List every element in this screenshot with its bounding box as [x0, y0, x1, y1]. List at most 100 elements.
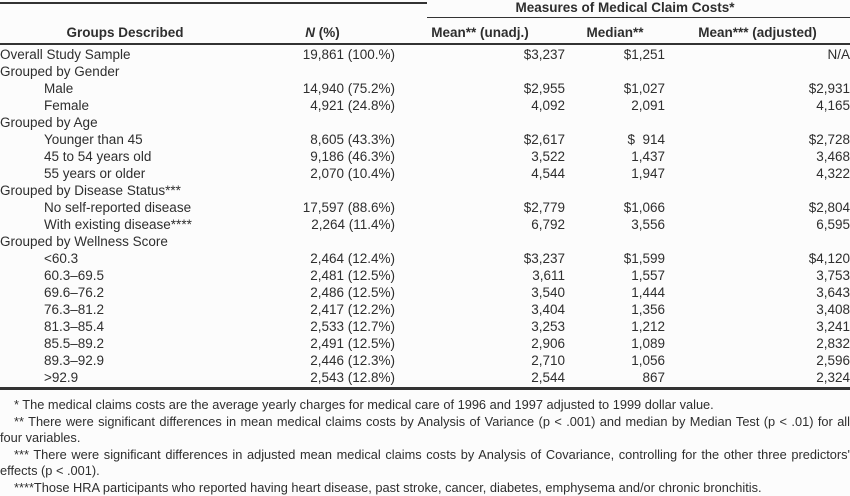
table-row: No self-reported disease 17,597 (88.6%) … — [0, 199, 850, 216]
mean-adjusted-value: 6,595 — [816, 217, 850, 232]
group-label: With existing disease**** — [44, 217, 192, 232]
mean-adjusted-value — [665, 233, 850, 250]
mean-unadjusted-value: 4,544 — [531, 166, 565, 181]
column-header-row: Groups Described N (%) Mean** (unadj.) M… — [0, 25, 850, 41]
median-value: 1,056 — [631, 353, 665, 368]
mean-adjusted-value: 3,643 — [816, 285, 850, 300]
mean-unadjusted-value: $3,237 — [523, 251, 565, 266]
table-row: 89.3–92.9 2,446 (12.3%) 2,710 1,056 2,59… — [0, 352, 850, 369]
group-label: 55 years or older — [44, 166, 146, 181]
mean-adjusted-value: N/A — [827, 47, 850, 62]
table-row: Overall Study Sample 19,861 (100.%) $3,2… — [0, 46, 850, 63]
table-row: 76.3–81.2 2,417 (12.2%) 3,404 1,356 3,40… — [0, 301, 850, 318]
mean-adjusted-value: 4,322 — [816, 166, 850, 181]
group-label: 69.6–76.2 — [44, 285, 105, 300]
median-value: 1,444 — [631, 285, 665, 300]
n-percent-value: 2,464 (12.4%) — [310, 251, 395, 266]
mean-unadjusted-value: 3,522 — [531, 149, 565, 164]
mean-unadjusted-value: 6,792 — [531, 217, 565, 232]
median-value: $1,599 — [623, 251, 665, 266]
mean-unadjusted-value: 2,710 — [531, 353, 565, 368]
table-row: Younger than 45 8,605 (43.3%) $2,617 $ 9… — [0, 131, 850, 148]
footnotes-block: * The medical claims costs are the avera… — [0, 397, 850, 496]
table-row: <60.3 2,464 (12.4%) $3,237 $1,599 $4,120 — [0, 250, 850, 267]
column-header-mean-unadjusted: Mean** (unadj.) — [431, 25, 529, 40]
n-percent-value: 4,921 (24.8%) — [310, 98, 395, 113]
mean-adjusted-value: 3,241 — [816, 319, 850, 334]
table-row: Grouped by Gender — [0, 63, 850, 80]
group-label: Grouped by Age — [0, 115, 98, 130]
n-percent-value: 19,861 (100.%) — [302, 47, 395, 62]
mean-adjusted-value: 4,165 — [816, 98, 850, 113]
n-percent-value: 2,070 (10.4%) — [310, 166, 395, 181]
group-label: 89.3–92.9 — [44, 353, 105, 368]
spanning-header-rule — [427, 17, 850, 18]
n-percent-value: 2,491 (12.5%) — [310, 336, 395, 351]
table-row: With existing disease**** 2,264 (11.4%) … — [0, 216, 850, 233]
median-value: $ 914 — [627, 132, 665, 147]
column-header-n-percent: N (%) — [250, 25, 395, 41]
median-value: 1,212 — [631, 319, 665, 334]
median-value: 1,089 — [631, 336, 665, 351]
group-label: Younger than 45 — [44, 132, 143, 147]
mean-unadjusted-value: 3,611 — [532, 268, 565, 283]
mean-unadjusted-value: $2,617 — [523, 132, 565, 147]
group-label: Grouped by Wellness Score — [0, 234, 168, 249]
table-row: Grouped by Disease Status*** — [0, 182, 850, 199]
n-percent-value: 17,597 (88.6%) — [302, 200, 395, 215]
mean-adjusted-value: 2,596 — [816, 353, 850, 368]
mean-adjusted-value: 2,832 — [816, 336, 850, 351]
table-row: 55 years or older 2,070 (10.4%) 4,544 1,… — [0, 165, 850, 182]
mean-unadjusted-value: 2,544 — [531, 370, 565, 385]
group-label: 60.3–69.5 — [44, 268, 105, 283]
mean-unadjusted-value — [395, 114, 565, 131]
group-label: No self-reported disease — [44, 200, 192, 215]
median-value: 1,947 — [631, 166, 665, 181]
mean-unadjusted-value — [395, 63, 565, 80]
column-header-median: Median** — [586, 25, 644, 40]
n-percent-value: 9,186 (46.3%) — [310, 149, 395, 164]
median-value — [565, 182, 665, 199]
n-percent-value: 2,481 (12.5%) — [310, 268, 395, 283]
mean-adjusted-value: 3,468 — [816, 149, 850, 164]
group-label: 76.3–81.2 — [44, 302, 105, 317]
median-value — [565, 233, 665, 250]
table-row: Female 4,921 (24.8%) 4,092 2,091 4,165 — [0, 97, 850, 114]
percent-suffix: (%) — [315, 25, 340, 40]
table-row: Male 14,940 (75.2%) $2,955 $1,027 $2,931 — [0, 80, 850, 97]
mean-unadjusted-value: 3,253 — [531, 319, 565, 334]
group-label: 81.3–85.4 — [44, 319, 105, 334]
group-label: Grouped by Gender — [0, 64, 120, 79]
header-bottom-rule — [0, 43, 850, 45]
mean-adjusted-value: 3,753 — [816, 268, 850, 283]
table-row: 69.6–76.2 2,486 (12.5%) 3,540 1,444 3,64… — [0, 284, 850, 301]
mean-unadjusted-value: 3,404 — [531, 302, 565, 317]
group-label: Male — [44, 81, 74, 96]
n-percent-value: 2,486 (12.5%) — [310, 285, 395, 300]
top-left-rule — [0, 2, 427, 4]
n-percent-value — [250, 114, 395, 131]
table-row: >92.9 2,543 (12.8%) 2,544 867 2,324 — [0, 369, 850, 386]
mean-adjusted-value — [665, 114, 850, 131]
table-row: Grouped by Wellness Score — [0, 233, 850, 250]
median-value: $1,251 — [623, 47, 665, 62]
n-symbol: N — [305, 25, 315, 40]
n-percent-value — [250, 182, 395, 199]
median-value: 1,356 — [631, 302, 665, 317]
median-value: $1,027 — [623, 81, 665, 96]
mean-unadjusted-value: 3,540 — [531, 285, 565, 300]
median-value: 1,437 — [631, 149, 665, 164]
table-row: Grouped by Age — [0, 114, 850, 131]
group-label: >92.9 — [44, 370, 79, 385]
table-bottom-rule — [0, 387, 850, 390]
mean-unadjusted-value — [395, 182, 565, 199]
mean-adjusted-value — [665, 182, 850, 199]
measures-spanning-header: Measures of Medical Claim Costs* — [515, 0, 735, 15]
n-percent-value — [250, 233, 395, 250]
n-percent-value: 8,605 (43.3%) — [310, 132, 395, 147]
median-value — [565, 114, 665, 131]
mean-adjusted-value — [665, 63, 850, 80]
mean-unadjusted-value: $3,237 — [523, 47, 565, 62]
mean-adjusted-value: $4,120 — [808, 251, 850, 266]
